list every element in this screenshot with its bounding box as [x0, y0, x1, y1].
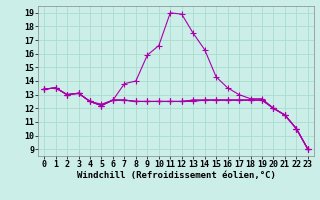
- X-axis label: Windchill (Refroidissement éolien,°C): Windchill (Refroidissement éolien,°C): [76, 171, 276, 180]
